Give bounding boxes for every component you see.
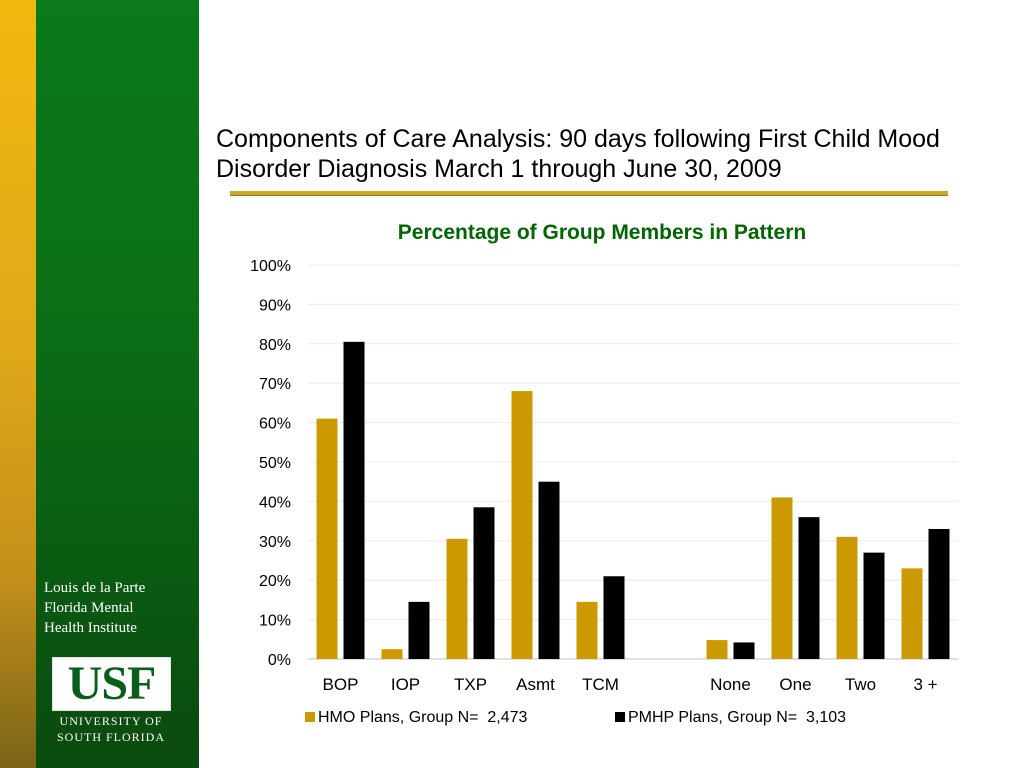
x-tick-label: BOP [323, 675, 359, 694]
x-tick-label: One [779, 675, 811, 694]
x-tick-label: TCM [582, 675, 619, 694]
bar [733, 642, 755, 659]
gridlines [308, 264, 958, 660]
y-tick-label: 90% [259, 297, 291, 314]
usf-logo: USF [52, 657, 171, 711]
bar [863, 552, 885, 659]
y-tick-label: 50% [259, 455, 291, 472]
bar [928, 528, 950, 659]
x-axis-tick-labels: BOP IOP TXP Asmt TCM None One Two 3 + [323, 675, 938, 694]
legend-label: PMHP Plans, Group N= 3,103 [628, 709, 846, 726]
bar [603, 576, 625, 659]
y-tick-label: 60% [259, 416, 291, 433]
bar [836, 536, 858, 659]
bar [771, 497, 793, 659]
y-tick-label: 40% [259, 494, 291, 511]
y-tick-label: 80% [259, 337, 291, 354]
x-tick-label: 3 + [913, 675, 937, 694]
bar [316, 418, 338, 659]
gold-sidebar-stripe [0, 0, 36, 768]
chart-title: Percentage of Group Members in Pattern [398, 221, 806, 244]
legend-swatch [615, 712, 625, 722]
x-tick-label: TXP [454, 675, 487, 694]
bar [343, 341, 365, 659]
title-divider [230, 191, 948, 196]
bar [446, 538, 468, 659]
y-axis-tick-labels: 0% 10% 20% 30% 40% 50% 60% 70% 80% 90% 100% [250, 258, 291, 669]
x-tick-label: None [710, 675, 751, 694]
legend-label: HMO Plans, Group N= 2,473 [318, 709, 528, 726]
y-tick-label: 20% [259, 573, 291, 590]
legend: HMO Plans, Group N= 2,473 PMHP Plans, Gro… [305, 709, 846, 726]
usf-logo-text: USF [67, 657, 157, 710]
institute-name: Louis de la Parte Florida Mental Health … [44, 580, 146, 636]
bar [381, 649, 403, 659]
bar [901, 568, 923, 659]
legend-swatch [305, 712, 315, 722]
x-tick-label: Two [845, 675, 876, 694]
bar [408, 601, 430, 659]
university-name: UNIVERSITY OF SOUTH FLORIDA [56, 714, 165, 744]
y-tick-label: 0% [268, 652, 291, 669]
x-tick-label: Asmt [516, 675, 555, 694]
y-tick-label: 30% [259, 534, 291, 551]
x-tick-label: IOP [391, 675, 420, 694]
bar [473, 507, 495, 659]
green-sidebar-panel [36, 0, 199, 768]
y-tick-label: 100% [250, 258, 291, 275]
y-tick-label: 10% [259, 613, 291, 630]
bar [538, 481, 560, 659]
bar [576, 601, 598, 659]
bar [511, 391, 533, 659]
slide-title: Components of Care Analysis: 90 days fol… [216, 125, 940, 183]
bar [798, 517, 820, 659]
y-tick-label: 70% [259, 376, 291, 393]
bars [316, 341, 950, 659]
bar [706, 640, 728, 659]
